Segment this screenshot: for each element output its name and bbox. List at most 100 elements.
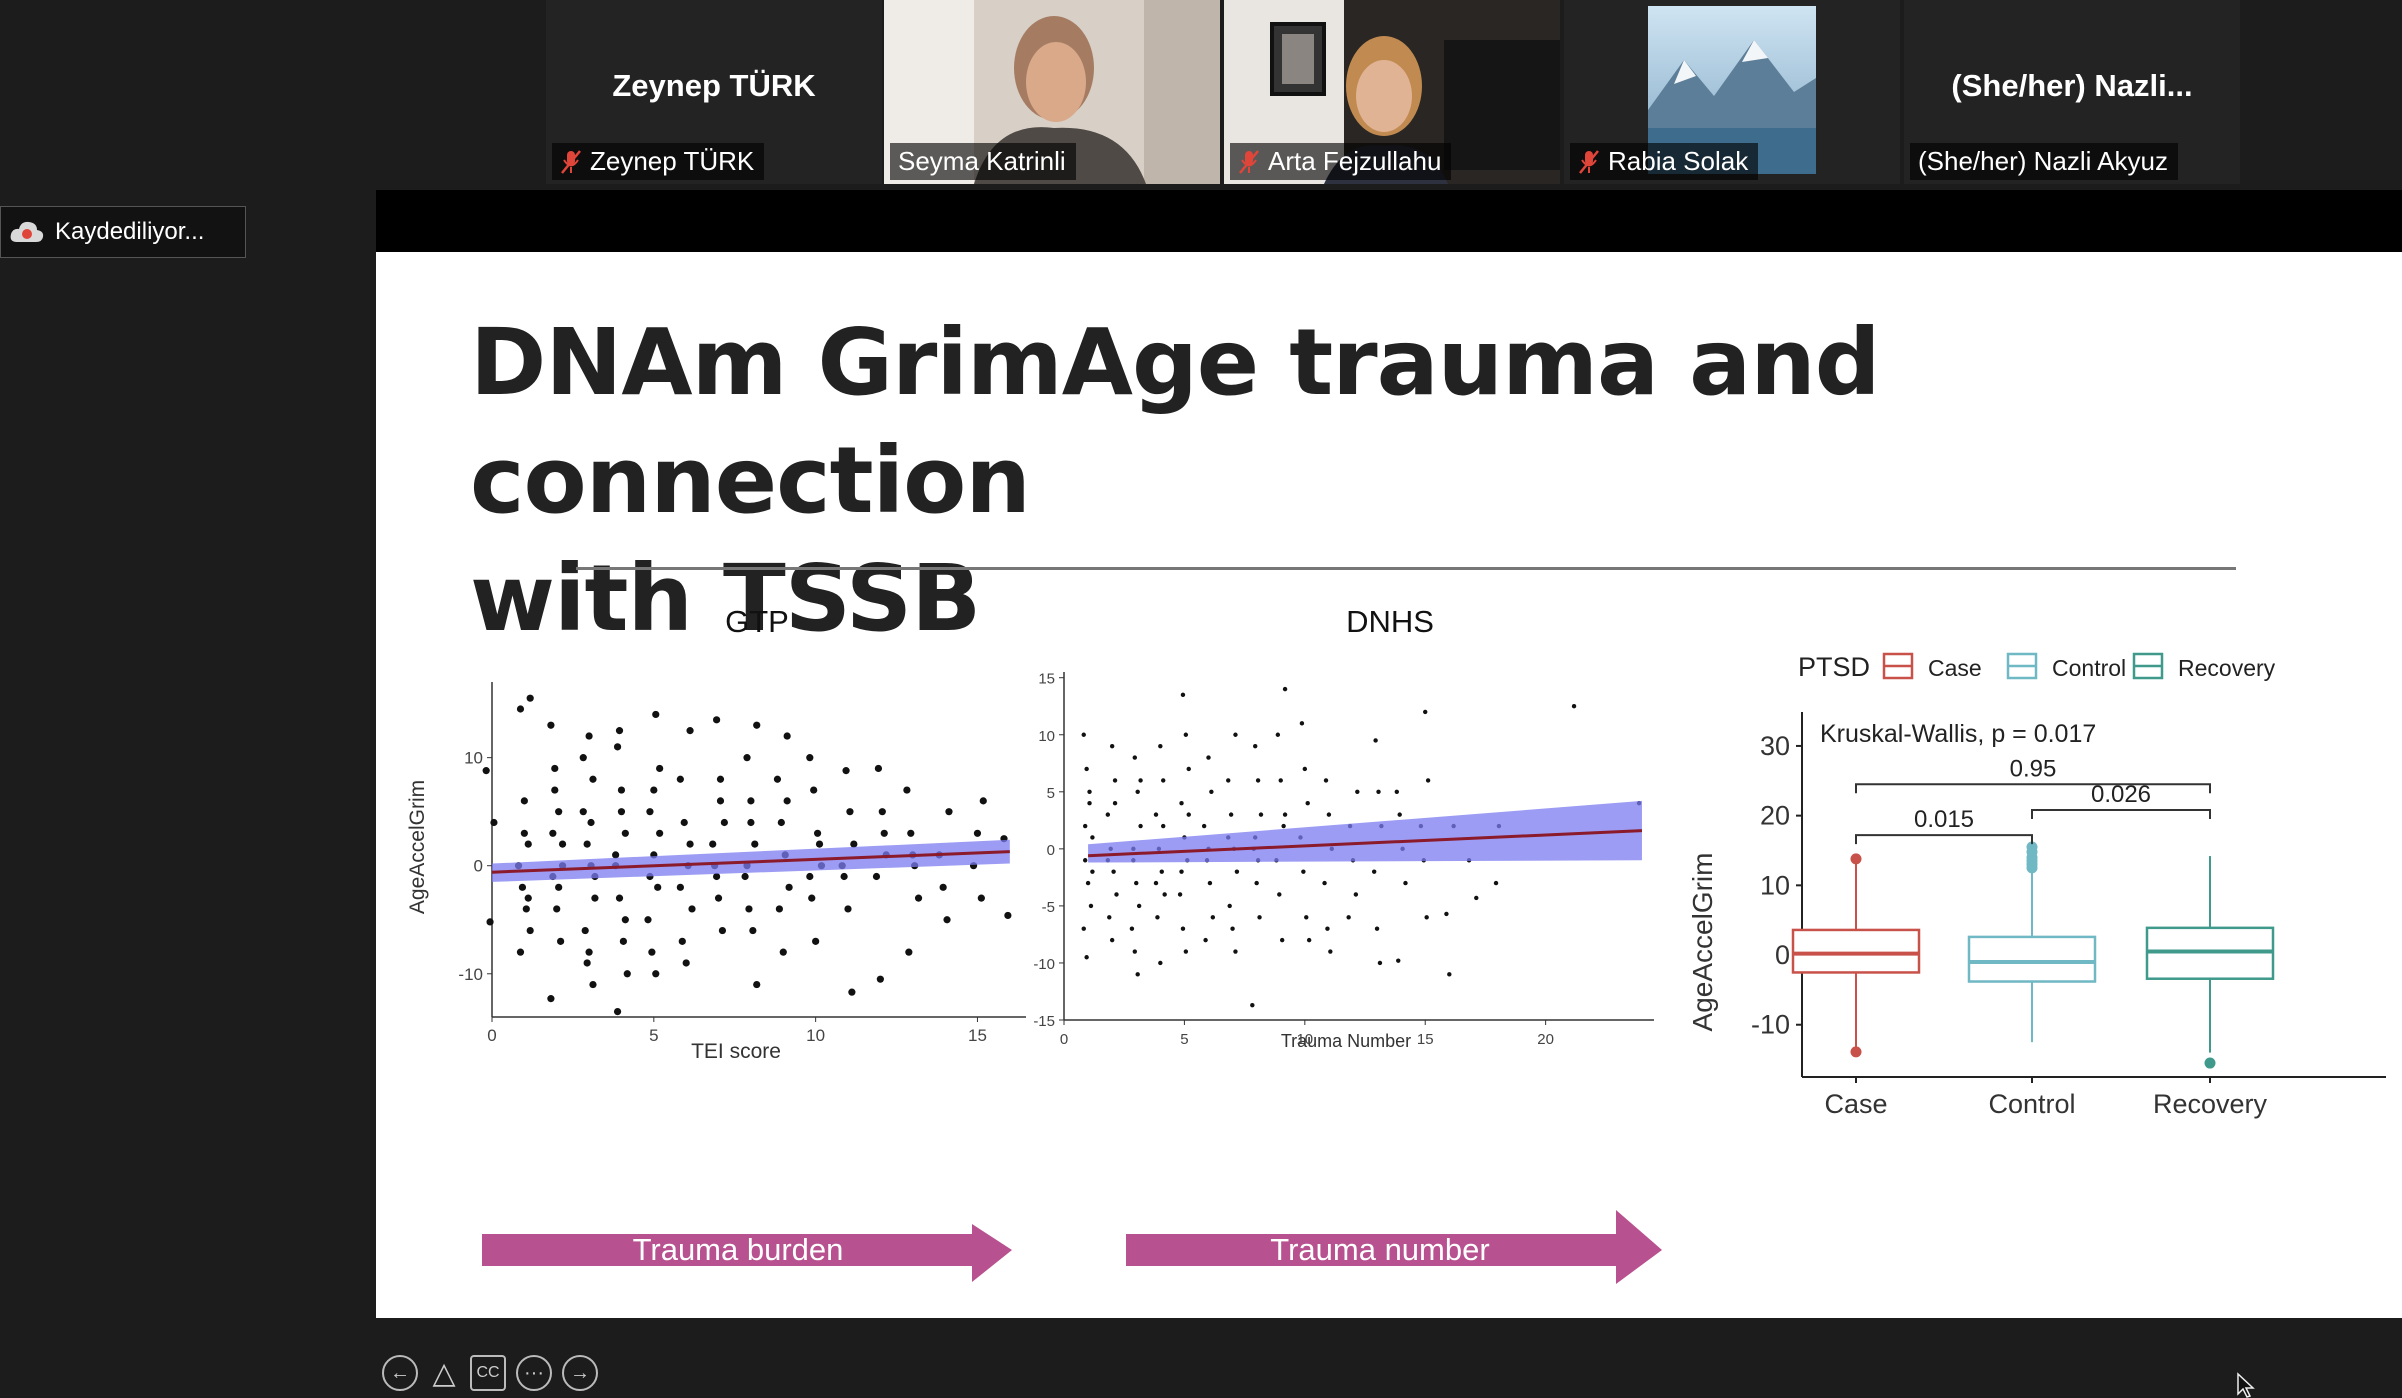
cloud-record-icon (10, 221, 44, 242)
data-point (1162, 892, 1167, 897)
data-point (815, 840, 824, 848)
legend-title: PTSD (1798, 652, 1870, 682)
data-point (1275, 732, 1281, 737)
data-point (1109, 743, 1115, 749)
y-tick-label: 30 (1760, 731, 1790, 761)
legend-label: Case (1928, 655, 1982, 681)
data-point (1305, 801, 1310, 806)
data-point (1233, 949, 1238, 954)
data-point (749, 926, 757, 935)
participant-tile[interactable]: Seyma Katrinli (884, 0, 1220, 184)
data-point (583, 840, 591, 848)
data-point (549, 829, 557, 837)
muted-mic-icon (1238, 149, 1260, 175)
arrow-label: Trauma burden (633, 1232, 844, 1267)
participant-nameplate: (She/her) Nazli Akyuz (1910, 143, 2178, 180)
data-point (1328, 949, 1333, 954)
data-point (1153, 880, 1159, 886)
data-point (1084, 766, 1089, 772)
trauma-number-arrow: Trauma number (1126, 1210, 1662, 1284)
data-point (1201, 823, 1207, 829)
participant-nameplate: Seyma Katrinli (890, 143, 1076, 180)
data-point (1278, 778, 1283, 783)
y-axis-label: AgeAccelGrim (1687, 853, 1718, 1032)
data-point (1253, 743, 1258, 749)
more-icon: ··· (524, 1361, 544, 1384)
data-point (1423, 709, 1428, 715)
data-point (844, 905, 852, 913)
data-point (714, 894, 723, 902)
captions-button[interactable]: CC (470, 1355, 506, 1391)
data-point (522, 905, 530, 913)
data-point (850, 840, 858, 848)
data-point (1180, 926, 1186, 931)
data-point (558, 840, 567, 848)
participant-tile[interactable]: Arta Fejzullahu (1224, 0, 1560, 184)
more-options-button[interactable]: ··· (516, 1355, 552, 1391)
data-point (783, 797, 791, 805)
data-point (623, 970, 631, 978)
data-point (872, 872, 881, 881)
data-point (1081, 732, 1086, 737)
participant-tile[interactable]: Zeynep TÜRK Zeynep TÜRK (546, 0, 882, 184)
data-point (581, 926, 589, 935)
box (1791, 928, 1921, 974)
data-point (1158, 743, 1163, 749)
muted-mic-icon (560, 149, 582, 175)
comparison-bracket (1855, 834, 2033, 845)
data-point (747, 797, 755, 805)
data-point (579, 754, 587, 762)
previous-slide-button[interactable]: ← (382, 1355, 418, 1391)
data-point (1203, 937, 1208, 943)
data-point (1281, 823, 1286, 829)
data-point (613, 743, 622, 751)
data-point (520, 797, 528, 805)
x-tick-label: Control (1988, 1089, 2075, 1119)
y-tick-label: 10 (464, 749, 483, 768)
pointer-tool-button[interactable]: △ (426, 1355, 462, 1391)
data-point (905, 948, 913, 956)
data-point (1179, 801, 1184, 806)
data-point (747, 818, 755, 827)
data-point (1447, 972, 1452, 977)
data-point (652, 970, 660, 978)
data-point (1132, 755, 1137, 760)
participant-big-name: Zeynep TÜRK (612, 68, 816, 103)
data-point (914, 894, 923, 902)
y-tick-label: 10 (1760, 870, 1790, 900)
y-tick-label: 0 (1047, 842, 1055, 859)
data-point (621, 916, 629, 924)
data-point (612, 851, 620, 859)
data-point (1394, 789, 1400, 795)
gtp-scatter-chart: GTP AgeAccelGrim TEI score 0 5 10 15 -10 0 10 (406, 604, 1026, 1062)
x-tick-label: 0 (487, 1026, 496, 1045)
data-point (1186, 766, 1191, 772)
y-tick-label: 5 (1047, 785, 1055, 802)
data-point (1004, 911, 1012, 920)
data-point (1302, 766, 1308, 772)
participant-tile[interactable]: (She/her) Nazli... (She/her) Nazli Akyuz (1904, 0, 2240, 184)
data-point (1112, 801, 1118, 806)
data-point (1090, 835, 1095, 840)
data-point (1209, 789, 1214, 795)
data-point (709, 840, 717, 848)
cc-icon: CC (476, 1364, 500, 1381)
participant-tile[interactable]: Rabia Solak (1564, 0, 1900, 184)
data-point (555, 883, 563, 891)
data-point (553, 905, 561, 913)
next-slide-button[interactable]: → (562, 1355, 598, 1391)
data-point (1373, 738, 1378, 743)
legend-label: Control (2052, 655, 2126, 681)
x-axis-label: TEI score (691, 1040, 781, 1062)
data-point (619, 937, 627, 945)
data-point (977, 894, 985, 902)
recording-indicator[interactable]: Kaydediliyor... (0, 206, 246, 258)
data-point (1233, 732, 1238, 737)
x-tick-label: 5 (649, 1026, 658, 1045)
participant-name: Arta Fejzullahu (1268, 146, 1442, 176)
slide-top-bar (376, 190, 2402, 252)
x-tick-label: 15 (968, 1026, 987, 1045)
chart-title: GTP (725, 604, 789, 639)
x-tick-label: 10 (806, 1026, 825, 1045)
participant-name: Rabia Solak (1608, 146, 1749, 176)
